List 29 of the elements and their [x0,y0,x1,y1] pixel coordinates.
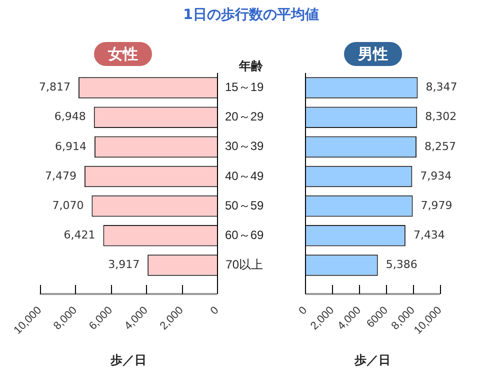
x-tick-label: 0 [208,304,222,318]
y-tick-label: 50～59 [224,198,264,212]
data-label: 6,421 [64,228,96,242]
y-tick-label: 15～19 [224,80,264,94]
data-label: 7,979 [420,198,452,212]
chart-subtitle: 女性 [94,42,152,66]
x-axis-title: 歩／日 [354,353,391,368]
x-tick-label: 0 [296,304,310,318]
data-label: 7,479 [44,169,76,182]
data-label: 7,817 [38,80,70,94]
y-tick-label: 40～49 [224,168,264,183]
data-label: 8,347 [426,80,458,94]
y-axis-title: 年齢 [238,58,264,75]
data-label: 3,917 [108,258,140,272]
data-label: 7,434 [413,228,445,242]
data-label: 6,948 [54,110,86,124]
data-label: 8,257 [424,140,456,153]
data-label: 8,302 [425,110,457,124]
y-tick-label: 30～39 [224,139,264,154]
y-tick-label: 60～69 [224,228,264,242]
y-tick-label: 20～29 [224,110,264,124]
data-label: 6,914 [54,140,86,153]
data-label: 5,386 [386,258,418,272]
chart-subtitle: 男性 [344,42,402,66]
y-tick-label: 70以上 [226,258,264,272]
x-axis-title: 歩／日 [109,353,146,368]
text: 1日の歩行数の平均値 [182,6,320,24]
data-label: 7,070 [52,198,84,212]
data-label: 7,934 [420,169,452,182]
